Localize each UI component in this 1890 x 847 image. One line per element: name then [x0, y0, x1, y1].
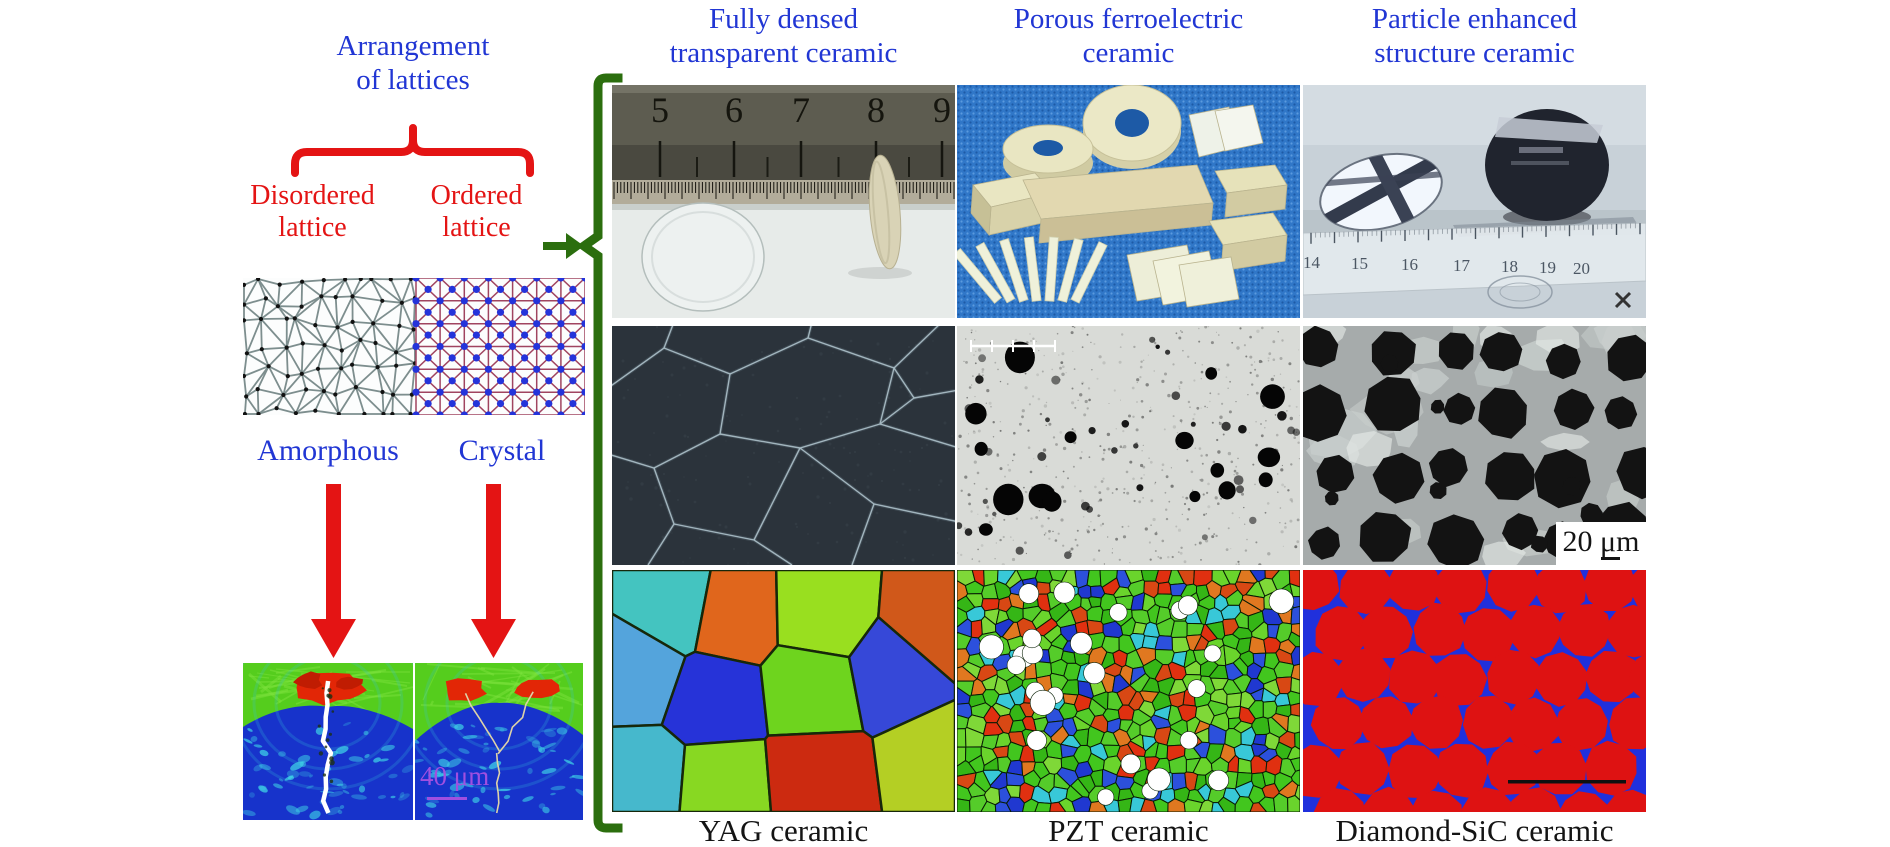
header-line: Porous ferroelectric — [1013, 3, 1244, 35]
label-line: lattice — [442, 212, 511, 244]
title-line: Arrangement — [336, 30, 490, 62]
photo-particle-ceramic — [1303, 85, 1646, 318]
simulation-yag-grains — [612, 570, 955, 812]
simulation-diamond-sic-grains — [1303, 570, 1646, 812]
caption-pzt-ceramic: PZT ceramic — [1048, 813, 1209, 847]
right-arrow-icon — [543, 233, 584, 259]
lattice-schematic — [243, 278, 585, 415]
crystal-label: Crystal — [412, 434, 592, 469]
column-header-particle-ceramic: Particle enhanced structure ceramic — [1303, 3, 1646, 70]
header-line: Particle enhanced — [1371, 3, 1578, 35]
label-line: lattice — [278, 212, 347, 244]
disordered-lattice-label: Disordered lattice — [230, 180, 395, 245]
header-line: ceramic — [1082, 36, 1175, 69]
lattice-arrangement-title: Arrangement of lattices — [263, 30, 563, 97]
sem-scale-bar — [1601, 557, 1620, 560]
crack-scale-bar — [427, 797, 467, 800]
label-line: Crystal — [458, 434, 546, 467]
simulation-pzt-grains — [957, 570, 1300, 812]
title-line: of lattices — [356, 63, 470, 96]
column-header-transparent-ceramic: Fully densed transparent ceramic — [612, 3, 955, 70]
photo-transparent-ceramic — [612, 85, 955, 318]
down-arrows-icon — [311, 484, 516, 658]
crack-scale-label: 40 μm — [420, 761, 490, 791]
sem-scale-label: 20 μm — [1556, 522, 1646, 565]
label-line: Disordered — [250, 180, 375, 211]
photo-porous-ceramic — [957, 85, 1300, 318]
sem-pzt-microstructure — [957, 326, 1300, 565]
caption-diamond-sic-ceramic: Diamond-SiC ceramic — [1335, 813, 1614, 847]
header-line: Fully densed — [708, 3, 859, 35]
sem-yag-microstructure — [612, 326, 955, 565]
column-header-porous-ceramic: Porous ferroelectric ceramic — [957, 3, 1300, 70]
crack-simulation-amorphous — [243, 663, 413, 820]
grouping-bracket-icon — [543, 73, 623, 833]
caption-yag-ceramic: YAG ceramic — [698, 813, 869, 847]
brace-icon — [291, 124, 534, 177]
sem-scale-text: 20 μm — [1562, 525, 1640, 558]
header-line: structure ceramic — [1374, 36, 1575, 69]
header-line: transparent ceramic — [669, 36, 898, 69]
amorphous-label: Amorphous — [233, 434, 423, 469]
ordered-lattice-label: Ordered lattice — [394, 180, 559, 245]
label-line: Amorphous — [257, 434, 399, 467]
crack-simulation-crystal — [415, 663, 583, 820]
label-line: Ordered — [430, 180, 523, 211]
